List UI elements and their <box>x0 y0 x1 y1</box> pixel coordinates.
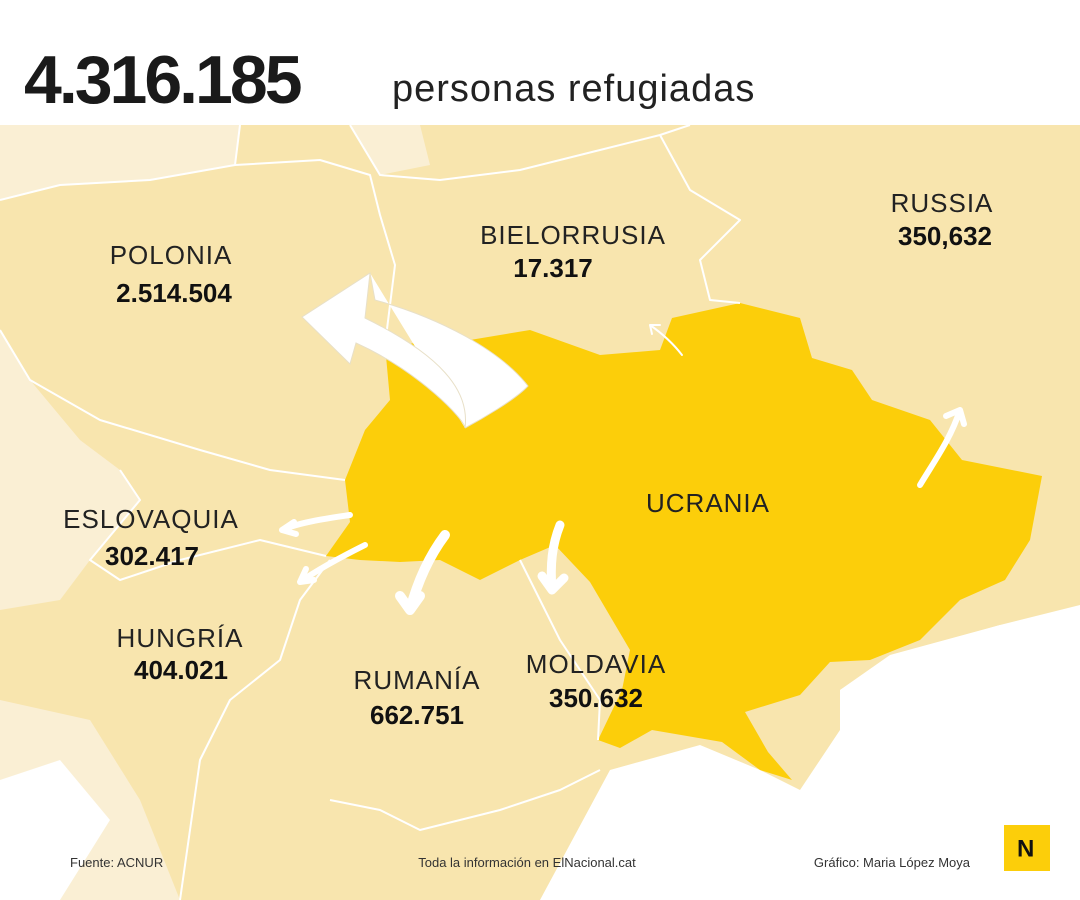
header-background <box>0 0 1080 125</box>
country-value: 17.317 <box>513 253 593 283</box>
border <box>0 124 241 201</box>
country-value: 662.751 <box>370 700 464 730</box>
country-value: 350.632 <box>549 683 643 713</box>
region-far <box>350 125 430 175</box>
border <box>659 134 741 304</box>
border <box>234 159 396 346</box>
border <box>89 469 327 581</box>
info: Toda la información en ElNacional.cat <box>418 855 636 870</box>
ukraine <box>326 303 1042 780</box>
total: 4.316.185 <box>24 42 301 118</box>
country-value: 350,632 <box>898 221 992 251</box>
logo-box <box>1004 825 1050 871</box>
country-name: MOLDAVIA <box>526 649 666 679</box>
sea <box>0 760 110 900</box>
source: Fuente: ACNUR <box>70 855 163 870</box>
arrow-slovakia <box>279 512 353 537</box>
arrow-hungary <box>297 542 368 585</box>
arrow-romania <box>395 530 450 615</box>
logo: N <box>1017 835 1034 862</box>
country-name: HUNGRÍA <box>117 623 244 653</box>
arrow-belarus <box>649 324 683 356</box>
country-value: 302.417 <box>105 541 199 571</box>
subtitle: personas refugiadas <box>392 68 755 110</box>
country-value: 2.514.504 <box>116 278 232 308</box>
arrow-poland <box>301 272 529 429</box>
origin-label: UCRANIA <box>646 488 770 518</box>
credit: Gráfico: Maria López Moya <box>814 855 971 870</box>
sea-of-azov <box>840 625 1008 710</box>
arrow-moldova <box>537 520 569 595</box>
border <box>519 559 601 741</box>
arrow-russia <box>917 407 967 488</box>
country-value: 404.021 <box>134 655 228 685</box>
border <box>329 769 601 831</box>
country-name: RUMANÍA <box>354 665 481 695</box>
region-far <box>0 330 140 610</box>
country-name: ESLOVAQUIA <box>63 504 239 534</box>
border <box>179 559 331 900</box>
country-name: BIELORRUSIA <box>480 220 666 250</box>
border <box>0 329 346 481</box>
country-name: RUSSIA <box>891 188 994 218</box>
country-name: POLONIA <box>110 240 233 270</box>
region-far <box>0 125 240 200</box>
